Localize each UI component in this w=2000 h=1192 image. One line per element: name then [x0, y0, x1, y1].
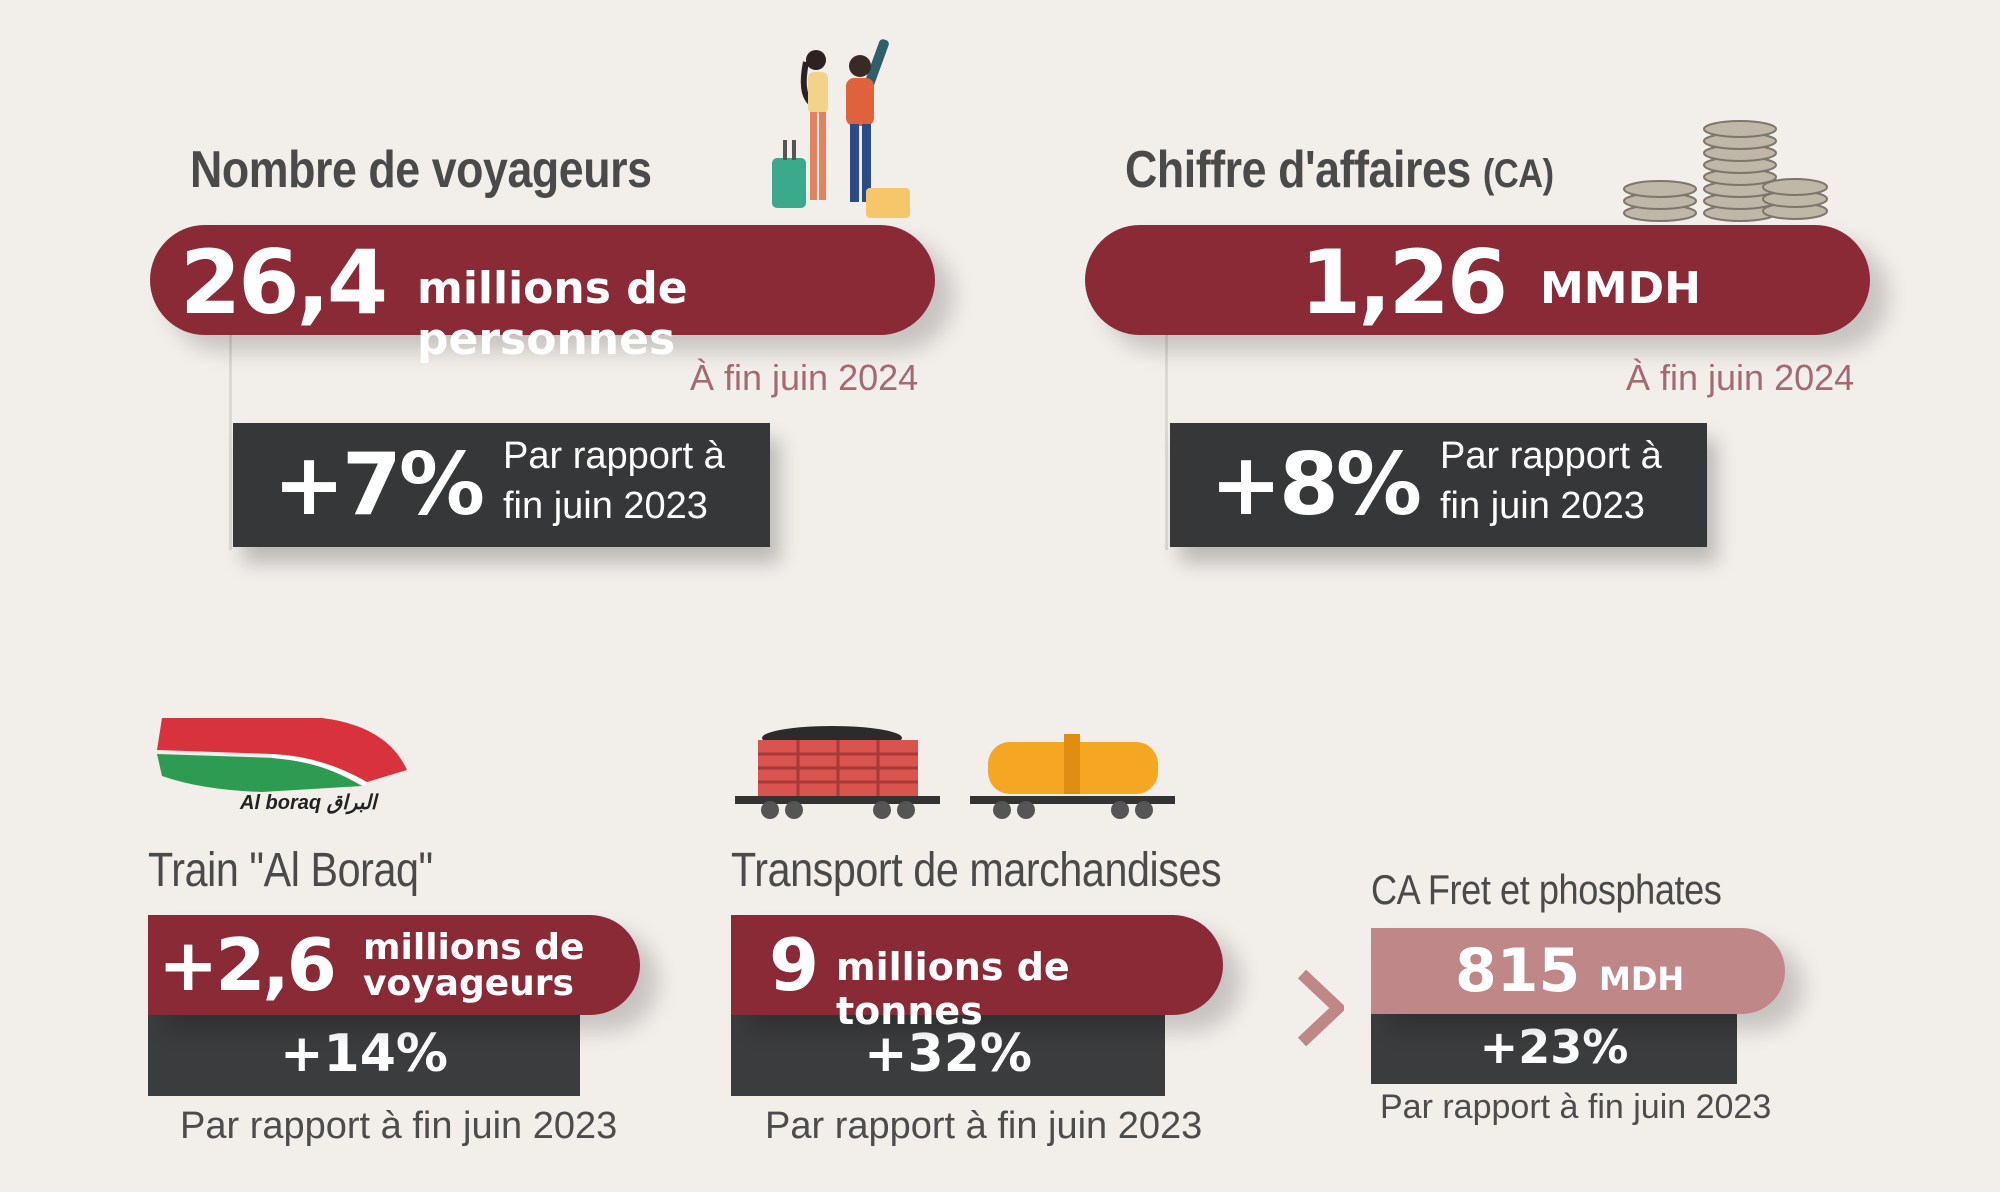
boraq-title: Train "Al Boraq" — [148, 844, 433, 897]
fret-title: CA Fret et phosphates — [1371, 866, 1722, 913]
freight-wagons-illustration — [730, 722, 1180, 822]
boraq-value: +2,6 — [158, 923, 337, 1007]
marchandises-title: Transport de marchandises — [731, 844, 1222, 897]
ca-value: 1,26 — [1300, 231, 1508, 334]
boraq-unit-line1: millions de — [363, 927, 585, 968]
ca-connector — [1165, 300, 1168, 550]
coins-illustration — [1620, 115, 1830, 225]
voyageurs-connector — [229, 300, 232, 550]
boraq-compare: Par rapport à fin juin 2023 — [180, 1105, 618, 1147]
ca-title-main: Chiffre d'affaires — [1125, 141, 1471, 199]
voyageurs-value: 26,4 — [180, 231, 388, 334]
al-boraq-logo: Al boraq البراق — [152, 710, 412, 820]
marchandises-compare: Par rapport à fin juin 2023 — [765, 1105, 1203, 1147]
voyageurs-value-pill: 26,4 millions de personnes — [150, 225, 935, 365]
boraq-change-box: +14% — [148, 1012, 580, 1096]
voyageurs-change-box: +7% Par rapport à fin juin 2023 — [233, 423, 770, 547]
fret-value: 815 — [1455, 936, 1581, 1006]
ca-value-pill: 1,26 MMDH — [1085, 225, 1870, 335]
voyageurs-title: Nombre de voyageurs — [190, 141, 652, 199]
ca-change: +8% — [1210, 435, 1422, 535]
ca-unit: MMDH — [1540, 263, 1701, 314]
fret-change-box: +23% — [1371, 1010, 1737, 1084]
voyageurs-change: +7% — [273, 435, 485, 535]
boraq-unit-line2: voyageurs — [363, 963, 574, 1004]
marchandises-value-pill: 9 millions de tonnes — [731, 915, 1223, 1033]
chevron-right-icon — [1297, 969, 1347, 1047]
voyageurs-compare-line2: fin juin 2023 — [503, 485, 708, 527]
ca-compare-line2: fin juin 2023 — [1440, 485, 1645, 527]
travelers-illustration — [770, 28, 910, 228]
ca-change-box: +8% Par rapport à fin juin 2023 — [1170, 423, 1707, 547]
boraq-value-pill: +2,6 millions de voyageurs — [148, 915, 640, 1015]
marchandises-unit: millions de tonnes — [836, 945, 1070, 1033]
ca-compare-line1: Par rapport à — [1440, 435, 1662, 477]
marchandises-change: +32% — [863, 1024, 1033, 1084]
fret-compare: Par rapport à fin juin 2023 — [1380, 1088, 1772, 1126]
ca-date: À fin juin 2024 — [1626, 357, 1855, 398]
al-boraq-logo-text: Al boraq البراق — [240, 792, 377, 814]
fret-value-pill: 815 MDH — [1371, 928, 1785, 1014]
fret-change: +23% — [1479, 1020, 1629, 1074]
ca-title-suffix: (CA) — [1482, 152, 1554, 196]
marchandises-value: 9 — [769, 923, 820, 1007]
voyageurs-unit: millions de personnes — [417, 263, 688, 365]
ca-title: Chiffre d'affaires (CA) — [1125, 140, 1554, 200]
voyageurs-compare-line1: Par rapport à — [503, 435, 725, 477]
voyageurs-date: À fin juin 2024 — [690, 357, 919, 398]
marchandises-change-box: +32% — [731, 1012, 1165, 1096]
fret-unit: MDH — [1599, 960, 1685, 998]
boraq-change: +14% — [279, 1024, 449, 1084]
